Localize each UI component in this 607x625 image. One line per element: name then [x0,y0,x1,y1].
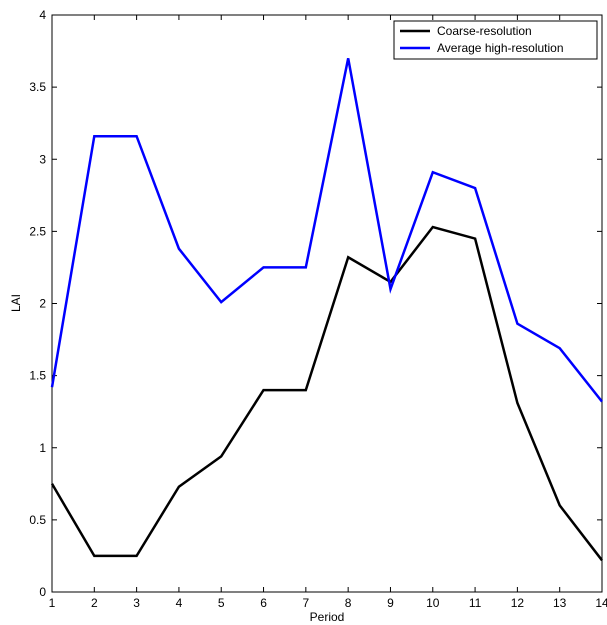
x-tick-label: 8 [345,596,352,610]
y-tick-label: 3.5 [29,80,46,94]
y-tick-label: 0 [39,585,46,599]
legend-label-coarse-resolution: Coarse-resolution [437,24,532,38]
x-tick-label: 12 [511,596,525,610]
y-tick-label: 1 [39,441,46,455]
y-tick-label: 3 [39,152,46,166]
y-tick-label: 2.5 [29,224,46,238]
series-line-average-high-resolution [50,58,603,403]
x-tick-label: 2 [91,596,98,610]
plot-area [51,14,603,593]
x-tick-label: 3 [133,596,140,610]
series-points-average-high-resolution [51,58,603,402]
x-tick-label: 7 [303,596,310,610]
x-tick-label: 14 [595,596,607,610]
y-tick-label: 0.5 [29,513,46,527]
y-axis-label: LAI [9,294,23,312]
x-tick-label: 4 [176,596,183,610]
series-points-coarse-resolution [51,227,603,561]
x-tick-label: 13 [553,596,567,610]
x-tick-label: 10 [426,596,440,610]
legend-box [393,20,598,60]
x-tick-label: 6 [260,596,267,610]
y-tick-label: 1.5 [29,369,46,383]
x-tick-label: 5 [218,596,225,610]
legend-label-average-high-resolution: Average high-resolution [437,41,564,55]
y-tick-label: 2 [39,297,46,311]
y-axis: 0 0.5 1 1.5 2 2.5 3 3.5 4 [29,8,602,599]
series-line-coarse-resolution [50,225,603,562]
x-tick-label: 9 [387,596,394,610]
y-tick-label: 4 [39,8,46,22]
series-layer [50,58,603,562]
legend: Coarse-resolution Average high-resolutio… [393,20,598,60]
x-tick-label: 1 [49,596,56,610]
x-tick-label: 11 [469,596,482,610]
x-axis-label: Period [310,610,345,624]
x-axis: 1 2 3 4 5 6 7 8 9 10 11 12 13 14 [49,15,607,610]
